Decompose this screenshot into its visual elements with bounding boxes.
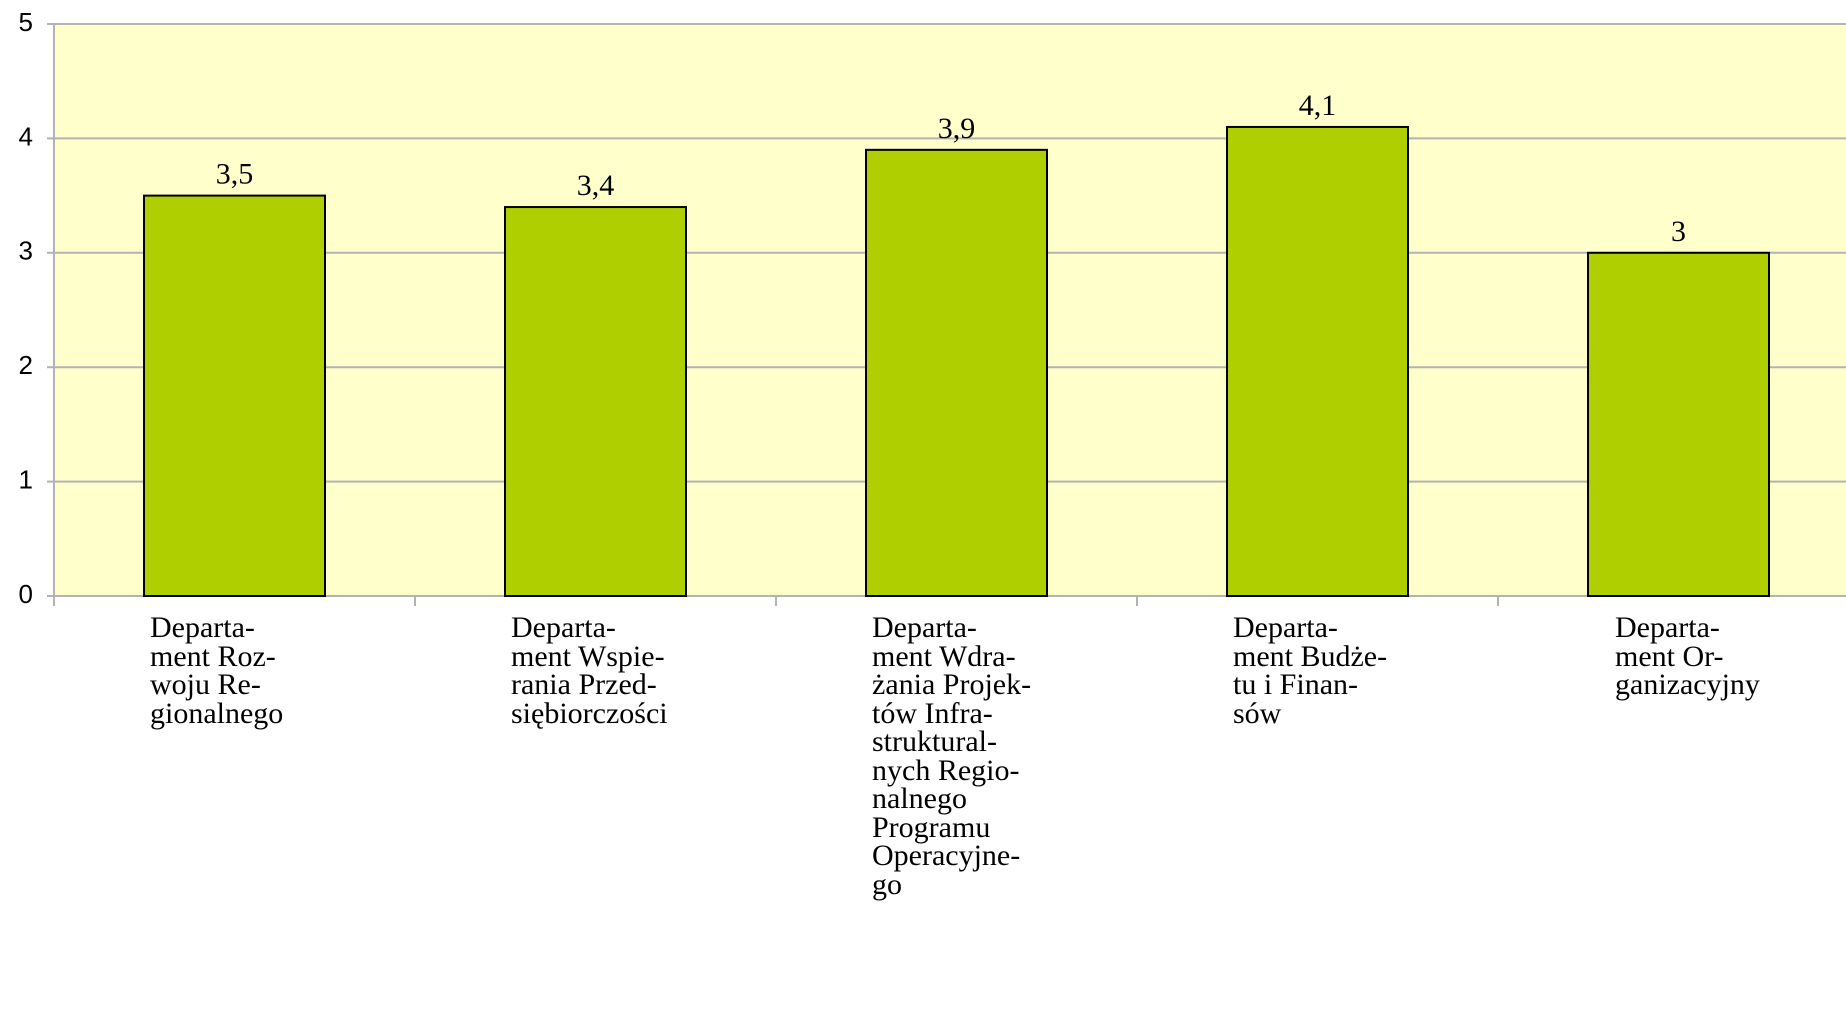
x-tick-label: Departa- ment Roz- woju Re- gionalnego <box>150 611 284 730</box>
value-label: 3,4 <box>577 169 615 202</box>
y-tick-label: 5 <box>19 7 33 37</box>
bar <box>143 194 326 597</box>
y-tick-label: 2 <box>19 350 33 380</box>
y-tick-label: 4 <box>19 121 33 151</box>
value-label: 3,9 <box>938 112 976 145</box>
x-tick-label: Departa- ment Budże- tu i Finan- sów <box>1233 611 1388 730</box>
bar <box>1587 251 1770 598</box>
y-tick-label: 3 <box>19 236 33 266</box>
bar <box>504 206 687 597</box>
x-tick-label: Departa- ment Or- ganizacyjny <box>1615 611 1760 701</box>
y-tick-label: 1 <box>19 464 33 494</box>
value-label: 4,1 <box>1299 89 1337 122</box>
bar <box>865 148 1048 597</box>
value-label: 3,5 <box>216 158 254 191</box>
bar <box>1226 125 1409 598</box>
x-tick-label: Departa- ment Wdra- żania Projek- tów In… <box>872 611 1032 901</box>
y-tick-label: 0 <box>19 579 33 609</box>
value-label: 3 <box>1671 215 1686 248</box>
x-tick-label: Departa- ment Wspie- rania Przed- siębio… <box>511 611 668 730</box>
